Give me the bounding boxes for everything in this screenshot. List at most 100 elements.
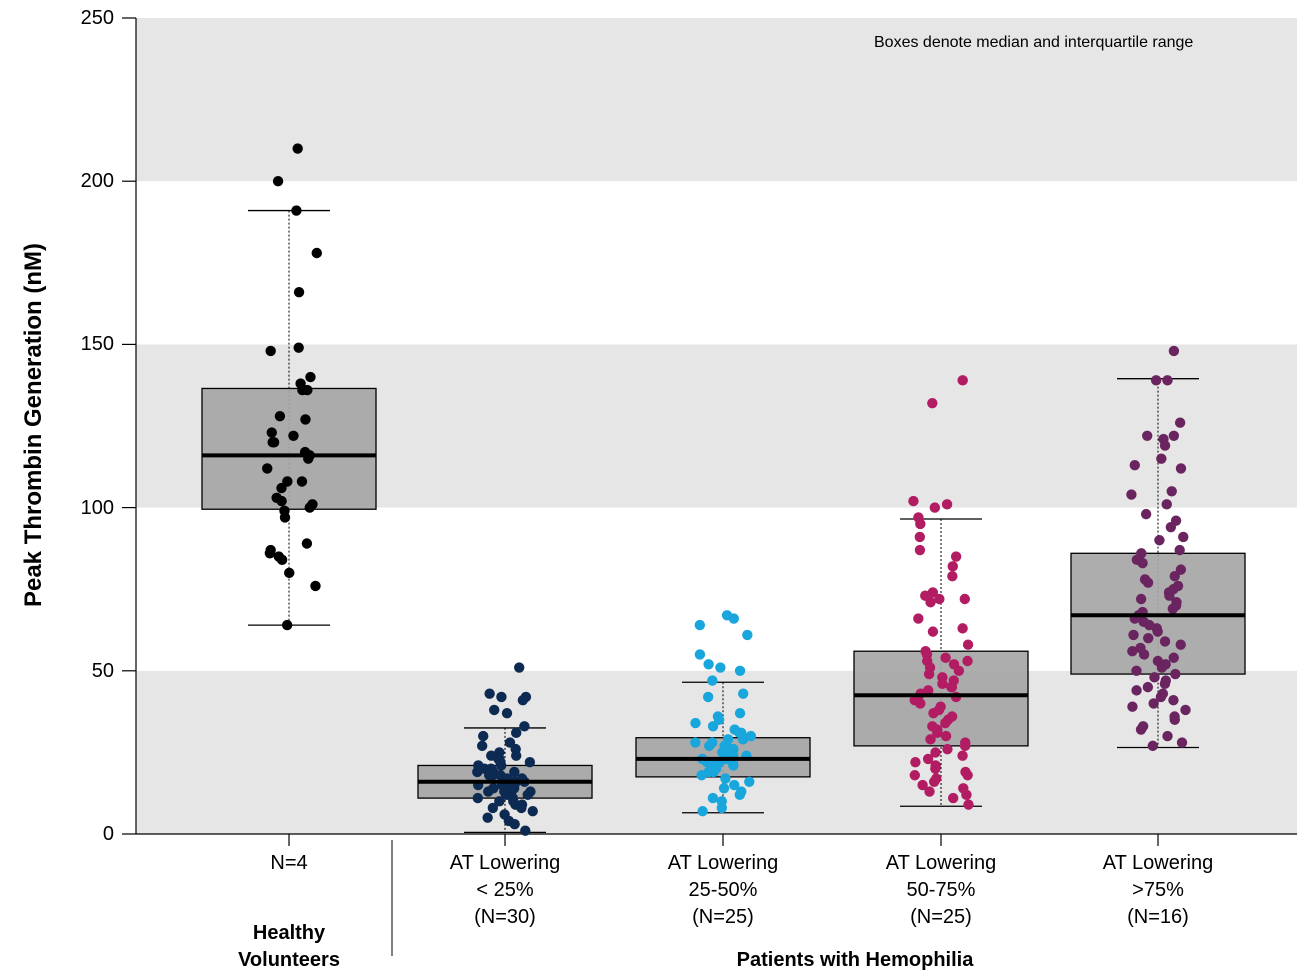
group-label-patients: Patients with Hemophilia: [736, 949, 974, 971]
data-point: [300, 414, 311, 425]
data-point: [472, 792, 483, 804]
data-point: [947, 570, 958, 582]
data-point: [1174, 417, 1186, 428]
data-point: [484, 688, 495, 699]
data-point: [927, 397, 938, 409]
data-point: [476, 740, 488, 752]
data-point: [1135, 593, 1147, 605]
data-point: [925, 597, 936, 608]
data-point: [690, 717, 701, 729]
data-point: [744, 776, 755, 787]
data-point: [1162, 730, 1173, 742]
category-label-line: N=4: [270, 852, 308, 874]
data-point: [728, 613, 740, 624]
data-point: [296, 476, 308, 487]
data-point: [940, 652, 951, 663]
data-point: [301, 538, 313, 549]
data-point: [908, 495, 919, 507]
data-point: [1175, 463, 1187, 474]
data-point: [707, 721, 719, 732]
data-point: [291, 205, 302, 216]
data-point: [281, 619, 293, 631]
data-point: [1161, 499, 1172, 510]
data-point: [715, 662, 726, 673]
data-point: [520, 825, 531, 836]
data-point: [311, 247, 322, 259]
data-point: [937, 678, 948, 690]
data-point: [963, 799, 974, 810]
data-point: [704, 740, 715, 752]
data-point: [694, 649, 706, 660]
data-point: [742, 629, 753, 641]
data-point: [509, 819, 520, 830]
data-point: [932, 727, 943, 739]
data-point: [950, 551, 962, 562]
data-point: [1168, 345, 1180, 357]
data-point: [262, 463, 273, 474]
data-point: [1131, 685, 1142, 696]
data-point: [310, 580, 321, 592]
data-point: [696, 770, 707, 781]
data-point: [1159, 440, 1171, 451]
data-point: [707, 675, 718, 686]
data-point: [511, 727, 522, 739]
data-point: [496, 691, 507, 703]
data-point: [941, 499, 953, 510]
data-point: [1155, 691, 1167, 703]
data-point: [734, 665, 746, 676]
data-point: [914, 544, 926, 556]
data-point: [694, 619, 706, 631]
data-point: [707, 792, 719, 804]
data-point: [957, 375, 968, 386]
data-point: [910, 756, 921, 768]
category-label-line: (N=25): [692, 906, 754, 928]
data-point: [737, 734, 749, 745]
category-label-line: AT Lowering: [449, 852, 561, 874]
data-point: [1137, 557, 1148, 569]
category-label-line: AT Lowering: [1102, 852, 1214, 874]
data-point: [272, 176, 284, 187]
y-tick-label: 150: [80, 333, 114, 356]
data-point: [1142, 577, 1154, 588]
data-point: [915, 698, 926, 709]
data-point: [487, 802, 499, 814]
data-point: [264, 548, 276, 559]
y-tick-label: 250: [80, 7, 114, 29]
data-point: [928, 708, 939, 719]
category-label-line: >75%: [1132, 879, 1184, 901]
data-point: [927, 626, 939, 637]
data-point: [914, 531, 926, 543]
data-point: [501, 708, 513, 719]
box-legend-note: Boxes denote median and interquartile ra…: [874, 34, 1194, 51]
data-point: [928, 776, 940, 787]
data-point: [915, 518, 926, 530]
data-point: [1180, 704, 1191, 716]
y-tick-label: 50: [91, 659, 114, 682]
category-label-line: (N=25): [910, 906, 972, 928]
data-point: [478, 730, 489, 742]
data-point: [517, 694, 529, 706]
data-point: [1166, 486, 1177, 497]
data-point: [265, 345, 276, 357]
data-point: [929, 502, 941, 513]
data-point: [1169, 714, 1180, 725]
data-point: [495, 760, 507, 771]
data-point: [729, 779, 740, 791]
background-band-3: [136, 181, 1297, 345]
data-point: [1147, 740, 1158, 752]
data-point: [713, 714, 725, 725]
data-point: [917, 779, 928, 791]
y-axis-title: Peak Thrombin Generation (nM): [20, 242, 47, 608]
data-point: [284, 567, 295, 579]
data-point: [510, 750, 522, 761]
category-label-line: (N=30): [474, 906, 536, 928]
data-point: [1135, 724, 1147, 735]
data-point: [527, 805, 538, 817]
data-point: [947, 561, 958, 572]
data-point: [1170, 668, 1181, 680]
category-label: AT Lowering 25-50% (N=25): [633, 850, 813, 931]
data-point: [1168, 652, 1179, 663]
data-point: [1156, 662, 1168, 673]
data-point: [279, 512, 291, 523]
y-tick-label: 0: [102, 823, 114, 845]
